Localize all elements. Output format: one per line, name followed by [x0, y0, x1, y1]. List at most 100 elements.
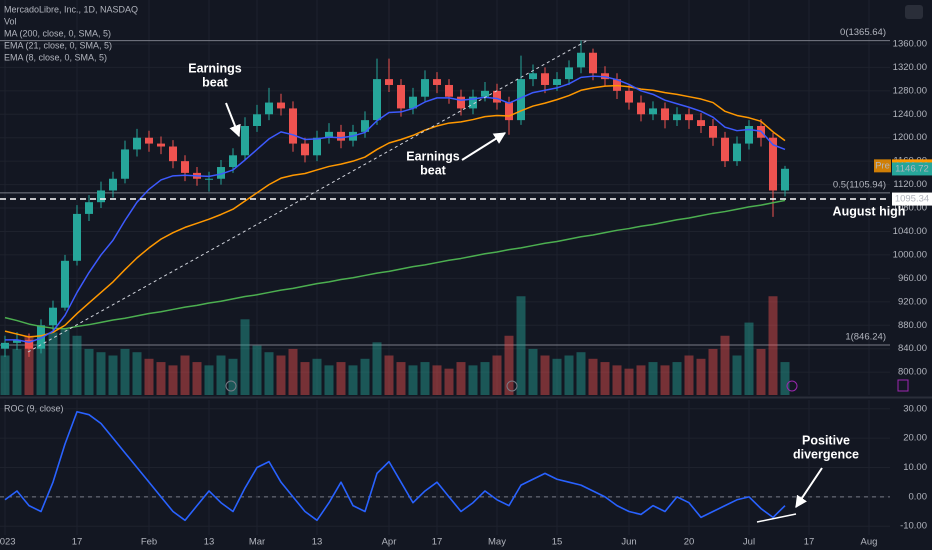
- volume-bar: [756, 348, 766, 395]
- legend-entry: EMA (21, close, 0, SMA, 5): [4, 40, 112, 50]
- candle-body: [361, 120, 369, 132]
- volume-bar: [696, 358, 706, 395]
- candle-body: [301, 143, 309, 156]
- candle-body: [457, 96, 465, 109]
- candle-body: [61, 260, 69, 308]
- volume-bar: [132, 352, 142, 395]
- x-tick-label: 17: [804, 537, 815, 548]
- candle-body: [229, 155, 237, 168]
- snapshot-button[interactable]: [905, 5, 923, 19]
- volume-bar: [156, 362, 166, 395]
- volume-bar: [96, 352, 106, 395]
- volume-bar: [540, 355, 550, 395]
- candle-body: [577, 52, 585, 68]
- volume-bar: [144, 358, 154, 395]
- volume-bar: [780, 362, 790, 395]
- volume-bar: [576, 352, 586, 395]
- volume-bar: [420, 362, 430, 395]
- candle-body: [649, 108, 657, 115]
- volume-bar: [0, 355, 10, 395]
- candle-body: [37, 325, 45, 349]
- x-tick-label: Mar: [249, 537, 265, 548]
- candle-body: [637, 102, 645, 115]
- y-tick-label: 1360.00: [893, 38, 927, 49]
- price-marker-label: 1146.72: [895, 163, 929, 174]
- candle-body: [709, 126, 717, 138]
- y-tick-label: 840.00: [898, 343, 927, 354]
- candle-body: [109, 178, 117, 191]
- y-tick-label: 10.00: [903, 462, 927, 473]
- candle-body: [265, 102, 273, 115]
- volume-bar: [300, 362, 310, 395]
- annotation: Earnings: [406, 149, 460, 163]
- y-tick-label: 1240.00: [893, 109, 927, 120]
- candle-body: [49, 307, 57, 326]
- annotation-arrow: [225, 102, 241, 138]
- candle-body: [733, 143, 741, 162]
- candle-body: [781, 168, 789, 191]
- volume-bar: [240, 319, 250, 395]
- candle-body: [661, 108, 669, 121]
- candle-body: [313, 137, 321, 156]
- annotation-arrow: [461, 132, 507, 161]
- annotation: Positive: [802, 433, 850, 447]
- candle-body: [505, 102, 513, 121]
- y-tick-label: 1320.00: [893, 62, 927, 73]
- volume-bar: [432, 365, 442, 395]
- volume-bar: [480, 362, 490, 395]
- candle-body: [157, 143, 165, 147]
- candle-body: [421, 79, 429, 97]
- fib-label: 0.5(1105.94): [833, 179, 886, 190]
- y-tick-label: 20.00: [903, 433, 927, 444]
- x-tick-label: 20: [684, 537, 695, 548]
- candle-body: [565, 67, 573, 80]
- candle-body: [745, 126, 753, 144]
- volume-bar: [684, 355, 694, 395]
- candle-body: [373, 79, 381, 121]
- candle-body: [397, 84, 405, 109]
- volume-bar: [636, 365, 646, 395]
- y-tick-label: 30.00: [903, 403, 927, 414]
- y-tick-label: 1120.00: [893, 179, 927, 190]
- volume-bar: [276, 355, 286, 395]
- y-tick-label: 960.00: [898, 273, 927, 284]
- volume-bar: [720, 335, 730, 395]
- candle-body: [469, 96, 477, 109]
- x-tick-label: Jul: [743, 537, 755, 548]
- candle-body: [553, 79, 561, 85]
- candle-body: [625, 90, 633, 103]
- x-tick-label: 15: [552, 537, 563, 548]
- candle-body: [1, 342, 9, 349]
- volume-bar: [228, 358, 238, 395]
- volume-bar: [168, 365, 178, 395]
- volume-bar: [120, 348, 130, 395]
- x-tick-label: May: [488, 537, 506, 548]
- candle-body: [337, 131, 345, 141]
- y-tick-label: 1200.00: [893, 132, 927, 143]
- volume-bar: [588, 358, 598, 395]
- x-tick-label: Apr: [382, 537, 397, 548]
- candle-body: [409, 96, 417, 109]
- y-tick-label: 920.00: [898, 296, 927, 307]
- volume-bar: [108, 355, 118, 395]
- volume-bar: [204, 365, 214, 395]
- volume-bar: [564, 355, 574, 395]
- indicator-name: ROC (9, close): [4, 403, 64, 413]
- volume-bar: [24, 335, 34, 395]
- volume-bar: [744, 322, 754, 395]
- candle-body: [13, 339, 21, 343]
- candle-body: [169, 146, 177, 162]
- volume-bar: [732, 355, 742, 395]
- candle-body: [121, 149, 129, 179]
- volume-bar: [12, 348, 22, 395]
- candle-body: [685, 114, 693, 121]
- x-tick-label: 17: [72, 537, 83, 548]
- volume-bar: [192, 362, 202, 395]
- ma-line: [4, 84, 786, 338]
- candle-body: [289, 108, 297, 144]
- volume-bar: [468, 365, 478, 395]
- annotation: beat: [202, 75, 229, 89]
- fib-label: 0(1365.64): [840, 27, 886, 38]
- candle-body: [517, 79, 525, 121]
